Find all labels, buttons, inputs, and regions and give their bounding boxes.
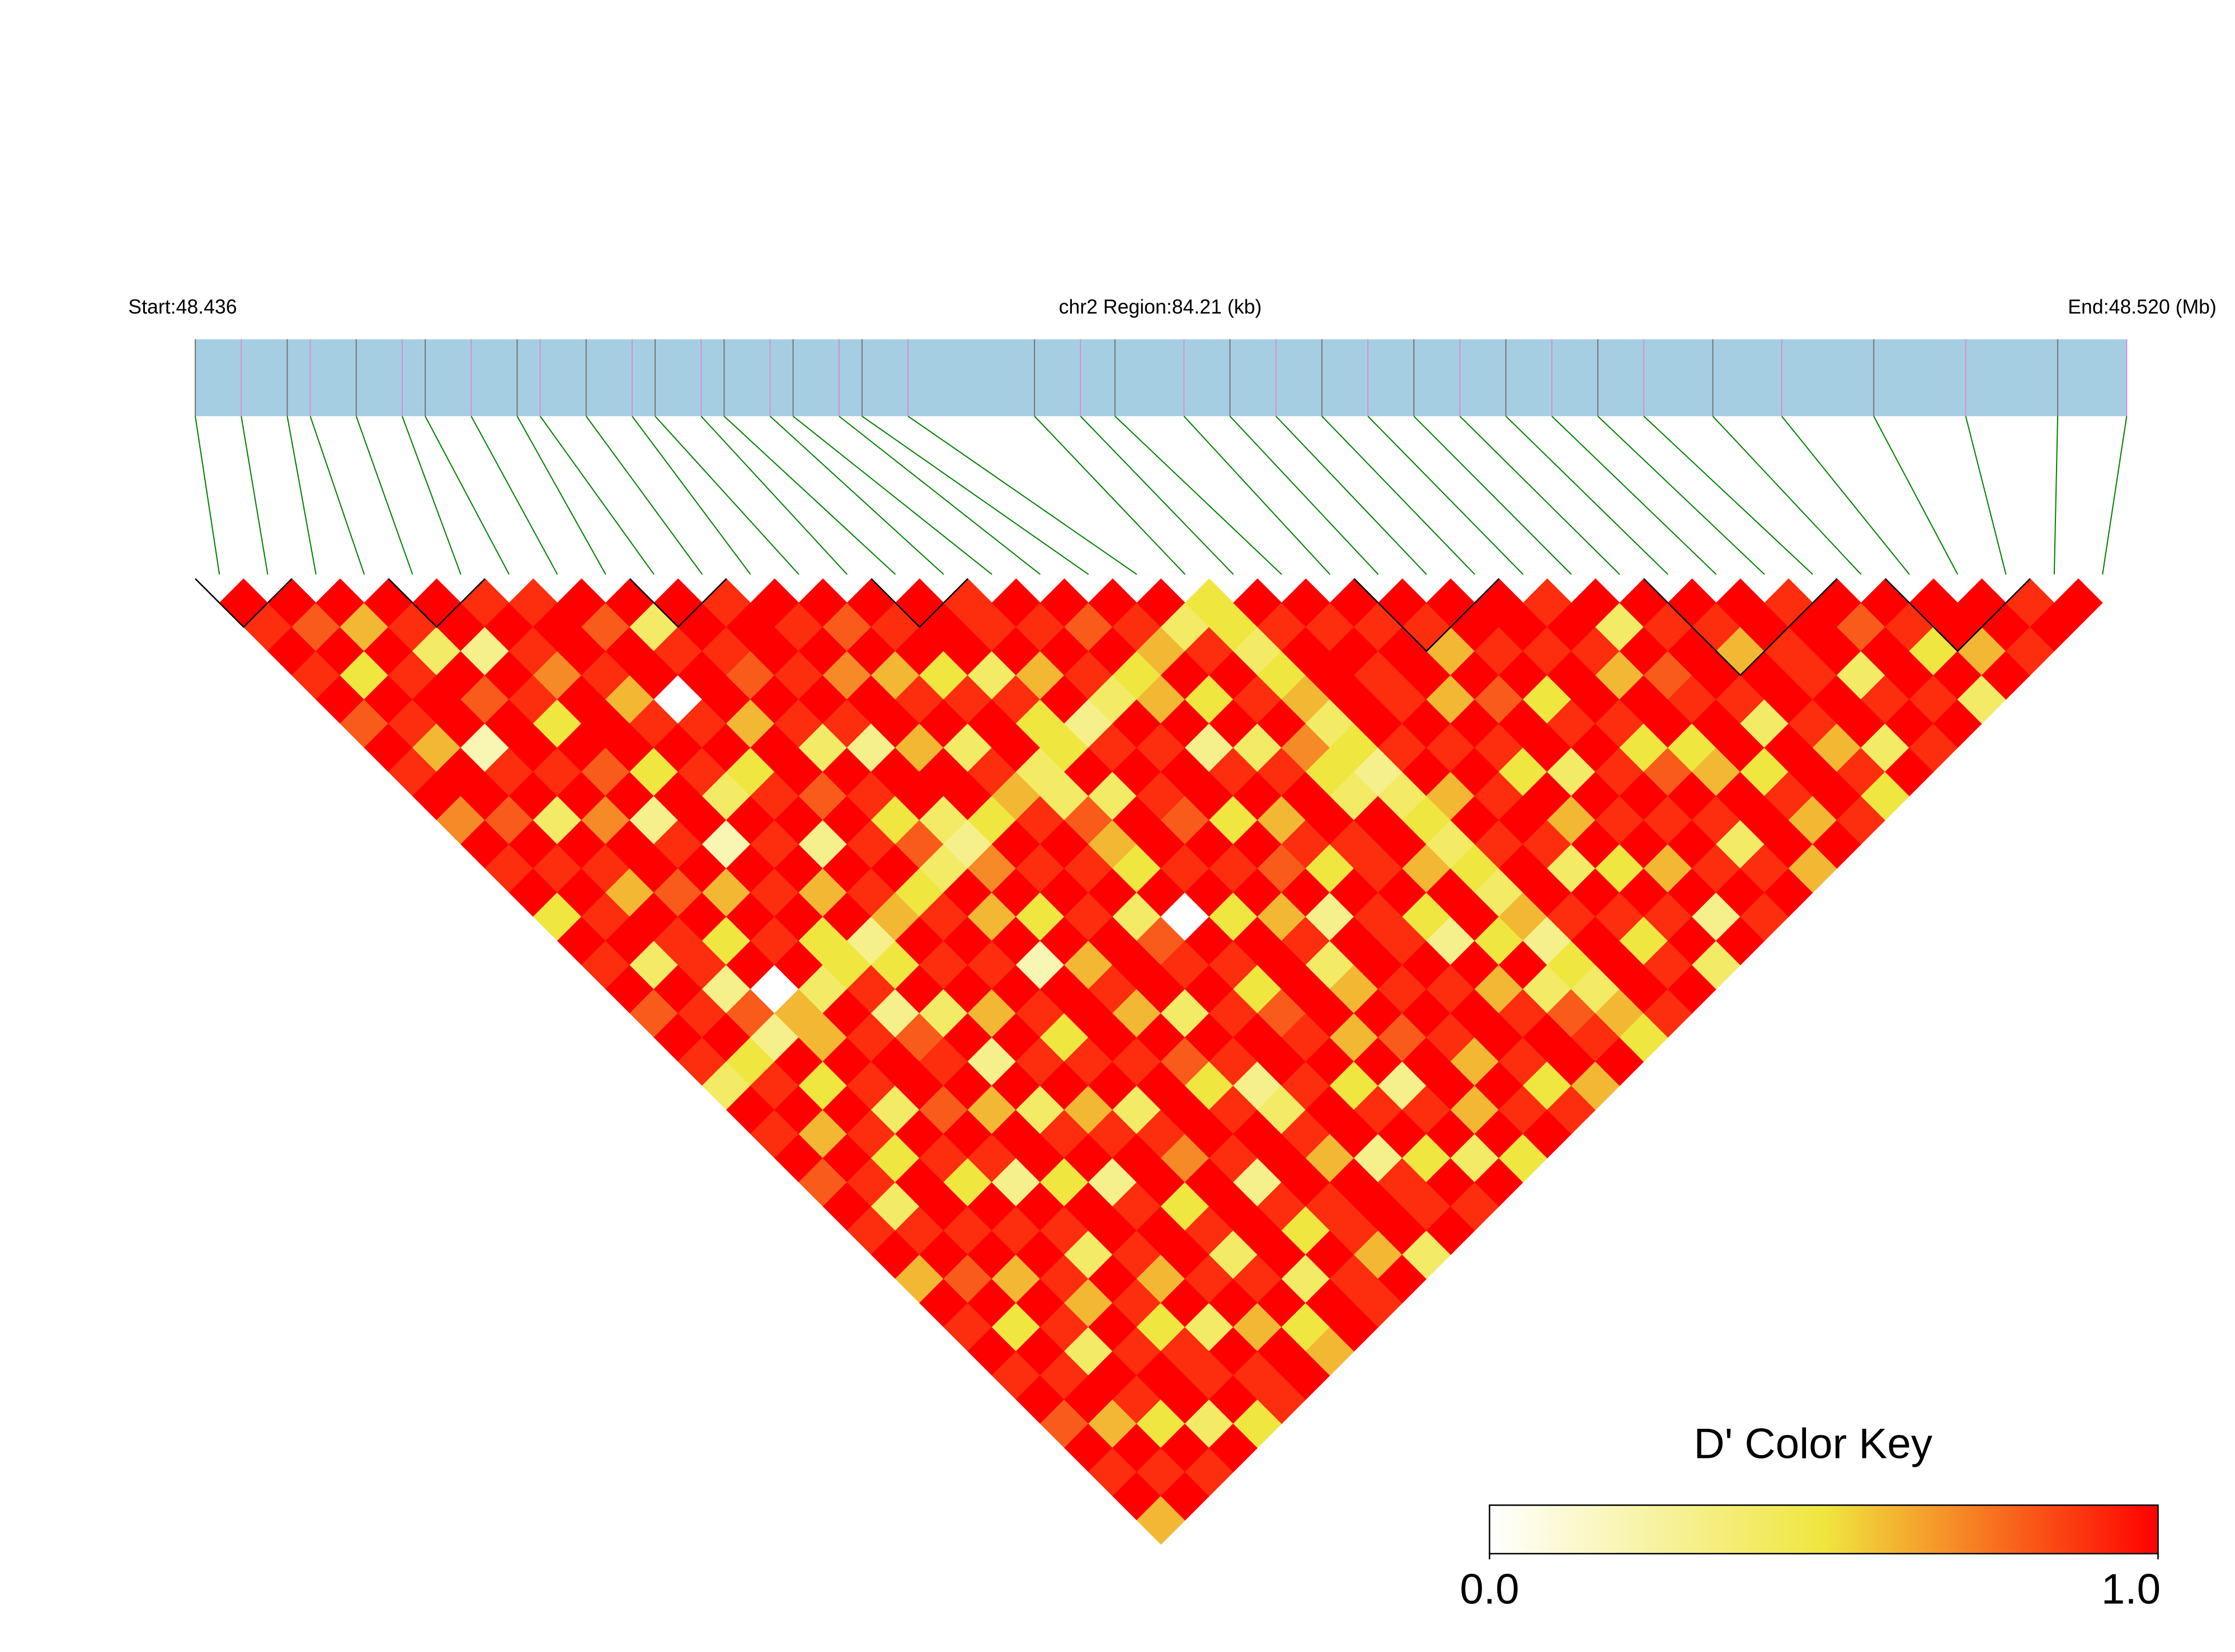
snp-link xyxy=(700,416,848,575)
snp-link xyxy=(1275,416,1427,575)
snp-link xyxy=(862,416,1089,575)
snp-link xyxy=(195,416,220,575)
snp-link xyxy=(723,416,896,575)
ld-block xyxy=(388,578,486,628)
snp-link xyxy=(1712,416,1862,575)
snp-link xyxy=(1781,416,1910,575)
key-tick-label: 0.0 xyxy=(1460,1565,1519,1613)
snp-link xyxy=(1551,416,1717,575)
ld-block xyxy=(195,578,293,628)
snp-link xyxy=(2102,416,2128,575)
snp-link xyxy=(309,416,365,575)
ld-block xyxy=(1353,578,1500,652)
chart-title: chr2 Region:84.21 (kb) xyxy=(1059,296,1262,318)
ld-block xyxy=(1643,578,1838,676)
ld-cell xyxy=(2054,578,2103,628)
snp-link xyxy=(1873,416,1959,575)
snp-link xyxy=(355,416,413,575)
ld-block xyxy=(629,578,727,628)
snp-link xyxy=(1114,416,1282,575)
snp-link xyxy=(792,416,992,575)
snp-link xyxy=(470,416,558,575)
snp-link xyxy=(1034,416,1186,575)
key-tick-label: 1.0 xyxy=(2101,1565,2161,1613)
snp-link xyxy=(241,416,269,575)
key-title: D' Color Key xyxy=(1694,1420,1933,1467)
snp-link xyxy=(1597,416,1765,575)
snp-link xyxy=(401,416,462,575)
snp-link xyxy=(1367,416,1524,575)
snp-link xyxy=(1080,416,1234,575)
snp-link xyxy=(632,416,751,575)
ld-block xyxy=(871,578,968,628)
snp-link xyxy=(539,416,655,575)
snp-link xyxy=(839,416,1041,575)
snp-link xyxy=(655,416,799,575)
position-bar xyxy=(195,339,2127,416)
snp-link xyxy=(1965,416,2007,575)
snp-link xyxy=(585,416,703,575)
snp-link xyxy=(286,416,317,575)
snp-link xyxy=(2053,416,2059,575)
snp-link xyxy=(1459,416,1620,575)
snp-link xyxy=(907,416,1137,575)
end-label: End:48.520 (Mb) xyxy=(2068,296,2217,318)
snp-link xyxy=(769,416,944,575)
color-key xyxy=(1489,1504,2159,1555)
start-label: Start:48.436 xyxy=(128,296,237,318)
snp-link xyxy=(1413,416,1572,575)
snp-link xyxy=(1183,416,1331,575)
snp-link xyxy=(1643,416,1814,575)
snp-link xyxy=(425,416,510,575)
snp-link xyxy=(516,416,606,575)
snp-link xyxy=(1505,416,1669,575)
snp-link xyxy=(1229,416,1379,575)
snp-link xyxy=(1321,416,1475,575)
ld-block xyxy=(1884,578,2031,652)
